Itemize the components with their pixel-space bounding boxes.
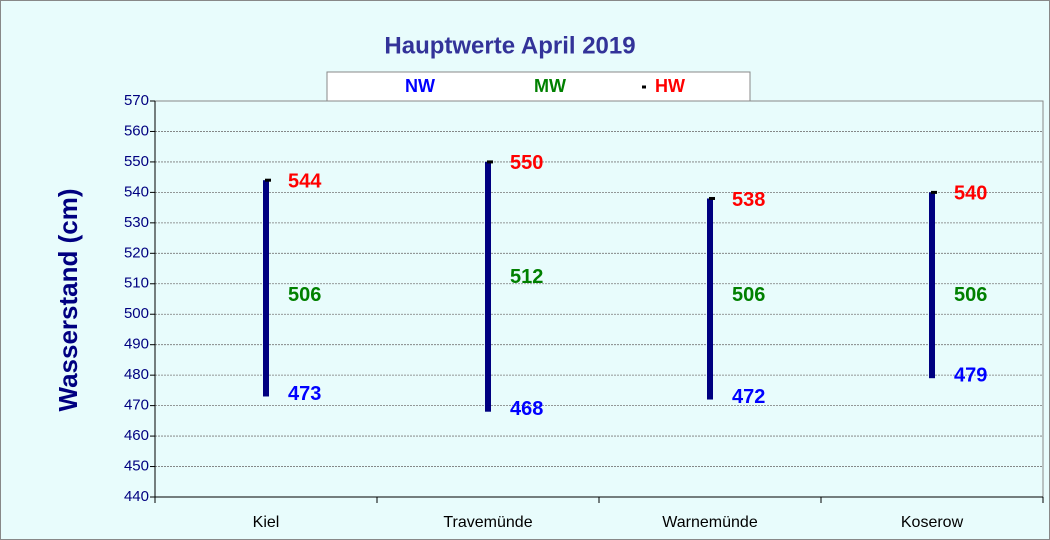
y-tick-label: 490 [124,336,149,353]
data-label: 544 [288,170,322,192]
y-tick-label: 570 [124,92,149,109]
legend-label: MW [534,76,566,96]
y-tick-label: 470 [124,397,149,414]
data-label: 472 [732,386,765,408]
y-tick-label: 440 [124,488,149,505]
y-axis-label: Wasserstand (cm) [53,189,83,412]
y-tick-label: 520 [124,244,149,261]
range-bar [929,192,935,379]
y-tick-label: 560 [124,122,149,139]
y-tick-label: 510 [124,275,149,292]
legend-label: NW [405,76,435,96]
y-tick-label: 530 [124,214,149,231]
legend [326,71,751,102]
x-tick-label: Travemünde [443,514,532,531]
chart-title: Hauptwerte April 2019 [384,32,635,59]
x-tick-label: Kiel [253,514,280,531]
data-label: 479 [954,364,987,386]
range-bar [707,198,713,400]
data-label: 473 [288,383,321,405]
data-label: 506 [288,284,321,306]
y-tick-label: 460 [124,427,149,444]
legend-label: HW [655,76,685,96]
data-label: 540 [954,183,987,205]
data-label: 512 [510,266,543,288]
range-bar [485,161,491,412]
range-bar [263,180,269,397]
data-label: 506 [732,284,765,306]
y-tick-label: 480 [124,366,149,383]
y-tick-label: 450 [124,458,149,475]
y-tick-label: 500 [124,305,149,322]
data-label: 506 [954,284,987,306]
data-label: 538 [732,189,765,211]
data-label: 468 [510,398,543,420]
x-tick-label: Warnemünde [662,514,758,531]
plot-area [154,100,1044,498]
y-tick-label: 550 [124,153,149,170]
data-label: 550 [510,152,543,174]
x-tick-label: Koserow [901,514,964,531]
y-tick-label: 540 [124,183,149,200]
